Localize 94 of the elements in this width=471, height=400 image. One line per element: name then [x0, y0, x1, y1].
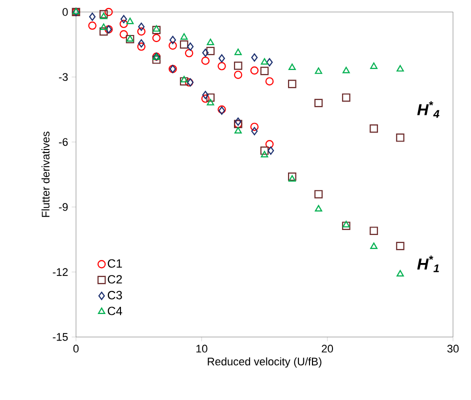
point — [184, 78, 194, 87]
legend-label: C4 — [108, 306, 122, 316]
point — [137, 42, 146, 51]
point — [100, 12, 108, 20]
point — [370, 124, 378, 133]
point — [89, 12, 96, 21]
y-tick-label: -9 — [58, 203, 68, 211]
annotation: H$^{*}$1 — [417, 256, 439, 272]
point — [234, 62, 242, 70]
point — [265, 77, 274, 86]
y-tick-label: -12 — [52, 268, 68, 276]
point — [250, 66, 259, 75]
point — [218, 54, 226, 62]
point — [342, 220, 350, 228]
y-tick-label: 0 — [62, 8, 68, 16]
point — [180, 33, 188, 40]
point — [184, 49, 194, 58]
point — [170, 36, 176, 44]
point — [152, 26, 161, 34]
point — [260, 66, 269, 76]
legend-label: C1 — [108, 259, 122, 268]
point — [126, 18, 134, 24]
point — [370, 226, 378, 235]
y-axis-title: Flutter derivatives — [41, 132, 50, 217]
point — [396, 65, 404, 72]
point — [396, 134, 404, 142]
point — [260, 58, 268, 65]
x-tick-label: 20 — [322, 344, 333, 353]
point — [234, 48, 242, 56]
point — [370, 242, 378, 249]
x-axis-title: Reduced velocity (U/fB) — [208, 357, 322, 368]
point — [314, 67, 322, 74]
point — [288, 64, 296, 70]
x-tick-label: 10 — [196, 344, 208, 353]
point — [234, 127, 242, 134]
x-tick-label: 0 — [73, 344, 79, 353]
point — [288, 80, 296, 88]
point — [180, 77, 188, 86]
point — [370, 62, 378, 69]
point — [138, 22, 145, 31]
point — [342, 93, 350, 102]
point — [314, 98, 323, 108]
point — [251, 53, 258, 62]
point — [342, 66, 350, 74]
y-tick-label: -15 — [52, 333, 68, 341]
point — [152, 25, 160, 32]
point — [187, 42, 194, 51]
point — [180, 40, 188, 49]
point — [206, 38, 214, 46]
point — [396, 270, 404, 277]
point — [234, 70, 242, 79]
x-tick-label: 30 — [447, 344, 459, 353]
annotation: H$^{*}$4 — [417, 101, 440, 118]
point — [202, 90, 209, 100]
point — [120, 15, 127, 24]
point — [120, 20, 128, 28]
point — [342, 222, 350, 230]
point — [201, 56, 210, 65]
legend-label: C2 — [108, 275, 122, 284]
point — [152, 34, 161, 42]
point — [100, 23, 108, 30]
legend-label: C3 — [108, 290, 122, 300]
y-tick-label: -3 — [58, 73, 68, 81]
point — [251, 127, 258, 136]
point — [206, 46, 215, 56]
point — [88, 22, 96, 30]
point — [266, 58, 273, 66]
point — [180, 76, 188, 82]
point — [152, 56, 161, 64]
point — [396, 242, 404, 250]
point — [201, 94, 210, 103]
point — [187, 78, 194, 87]
point — [206, 98, 214, 106]
point — [260, 150, 268, 158]
point — [206, 93, 215, 102]
point — [138, 39, 145, 48]
point — [100, 27, 108, 36]
point — [137, 27, 146, 36]
point — [120, 30, 128, 38]
point — [288, 175, 296, 182]
point — [314, 190, 323, 198]
point — [202, 48, 209, 57]
point — [314, 205, 322, 212]
point — [250, 122, 259, 131]
point — [234, 117, 242, 126]
point — [168, 41, 177, 50]
point — [268, 146, 274, 155]
point — [218, 62, 226, 70]
y-tick-label: -6 — [58, 138, 68, 146]
point — [100, 10, 108, 18]
point — [260, 146, 269, 155]
point — [265, 140, 274, 148]
point — [104, 8, 113, 16]
point — [288, 172, 296, 181]
